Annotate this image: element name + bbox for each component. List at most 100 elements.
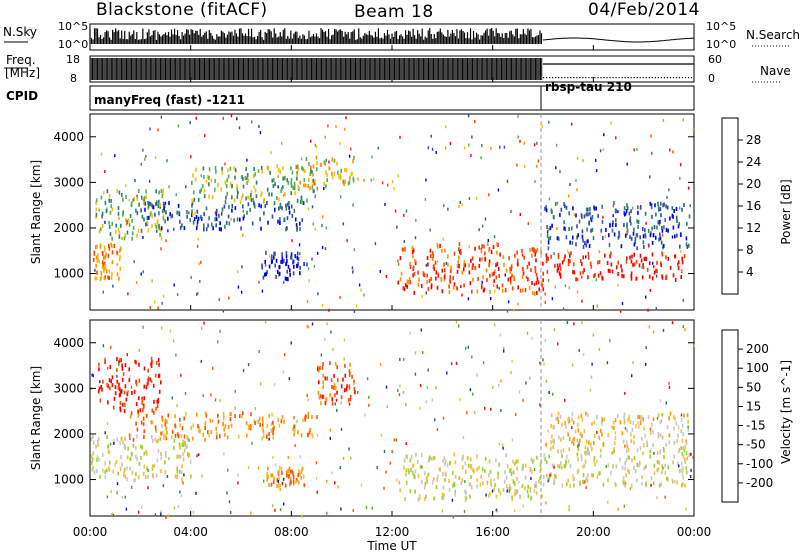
range-cell bbox=[284, 276, 287, 281]
range-cell bbox=[477, 276, 479, 281]
range-cell bbox=[524, 486, 526, 491]
range-cell bbox=[628, 416, 630, 421]
range-cell bbox=[227, 468, 229, 472]
range-cell bbox=[474, 266, 477, 270]
range-cell bbox=[593, 206, 596, 211]
range-cell bbox=[273, 476, 275, 481]
range-cell bbox=[285, 276, 288, 281]
range-cell bbox=[110, 379, 112, 384]
range-cell bbox=[340, 401, 342, 405]
range-cell bbox=[353, 379, 355, 384]
range-cell bbox=[582, 159, 584, 163]
range-cell bbox=[413, 475, 416, 480]
range-cell bbox=[397, 259, 399, 263]
range-cell bbox=[118, 276, 120, 281]
range-cell bbox=[593, 420, 596, 425]
range-cell bbox=[420, 284, 423, 288]
range-cell bbox=[190, 275, 192, 279]
range-cell bbox=[573, 477, 575, 481]
range-cell bbox=[214, 398, 217, 402]
range-cell bbox=[510, 371, 512, 375]
range-cell bbox=[118, 363, 120, 366]
range-cell bbox=[452, 483, 454, 488]
range-cell bbox=[418, 494, 421, 499]
range-cell bbox=[556, 201, 559, 205]
range-cell bbox=[242, 184, 245, 189]
range-cell bbox=[137, 510, 140, 514]
range-cell bbox=[300, 196, 303, 201]
range-cell bbox=[143, 196, 146, 201]
range-cell bbox=[208, 182, 210, 187]
range-cell bbox=[151, 224, 153, 229]
range-cell bbox=[214, 211, 217, 215]
range-cell bbox=[162, 201, 165, 206]
range-cell bbox=[564, 421, 566, 426]
range-cell bbox=[156, 458, 159, 463]
range-cell bbox=[587, 447, 589, 452]
range-cell bbox=[251, 441, 253, 445]
range-cell bbox=[263, 211, 265, 216]
range-cell bbox=[154, 437, 157, 442]
range-cell bbox=[162, 216, 165, 221]
range-cell bbox=[345, 387, 348, 392]
range-cell bbox=[265, 434, 268, 439]
range-cell bbox=[103, 268, 105, 273]
range-cell bbox=[668, 433, 671, 438]
range-cell bbox=[281, 141, 283, 145]
range-cell bbox=[568, 194, 570, 198]
range-cell bbox=[633, 252, 635, 257]
range-cell bbox=[229, 181, 232, 186]
nave-dot bbox=[579, 77, 581, 79]
nave-dot bbox=[669, 77, 672, 79]
range-cell bbox=[466, 411, 468, 415]
range-cell bbox=[340, 168, 342, 173]
range-cell bbox=[155, 202, 157, 207]
range-cell bbox=[488, 262, 490, 267]
range-cell bbox=[268, 264, 271, 269]
range-cell bbox=[651, 261, 654, 265]
range-cell bbox=[95, 255, 98, 260]
range-cell bbox=[385, 470, 387, 474]
range-cell bbox=[470, 465, 473, 470]
range-cell bbox=[607, 478, 609, 483]
range-cell bbox=[663, 225, 665, 230]
range-cell bbox=[109, 442, 112, 446]
beam-title: Beam 18 bbox=[354, 2, 434, 22]
range-cell bbox=[220, 227, 222, 232]
range-cell bbox=[266, 270, 268, 275]
range-cell bbox=[306, 393, 308, 397]
range-cell bbox=[392, 180, 394, 184]
range-cell bbox=[610, 262, 613, 267]
range-cell bbox=[544, 300, 546, 304]
range-cell bbox=[659, 450, 661, 455]
range-cell bbox=[286, 178, 288, 183]
range-cell bbox=[173, 227, 175, 231]
range-cell bbox=[206, 175, 209, 180]
range-cell bbox=[126, 392, 129, 397]
range-cell bbox=[113, 442, 115, 445]
range-cell bbox=[152, 205, 155, 210]
range-cell bbox=[450, 265, 452, 270]
range-cell bbox=[315, 461, 318, 465]
range-cell bbox=[143, 451, 146, 456]
range-cell bbox=[140, 208, 142, 213]
range-cell bbox=[677, 224, 680, 229]
range-cell bbox=[220, 187, 223, 192]
range-cell bbox=[497, 266, 500, 271]
range-cell bbox=[159, 436, 162, 441]
range-cell bbox=[103, 191, 105, 195]
range-cell bbox=[678, 222, 681, 226]
range-cell bbox=[299, 252, 301, 256]
range-cell bbox=[253, 185, 255, 189]
range-cell bbox=[147, 200, 149, 205]
range-cell bbox=[268, 192, 270, 197]
range-cell bbox=[262, 423, 264, 427]
range-cell bbox=[108, 460, 111, 465]
range-cell bbox=[567, 262, 570, 267]
range-cell bbox=[480, 286, 483, 290]
range-cell bbox=[245, 196, 247, 201]
range-cell bbox=[453, 483, 456, 488]
range-cell bbox=[127, 218, 130, 223]
range-cell bbox=[254, 407, 256, 411]
range-cell bbox=[288, 205, 290, 210]
